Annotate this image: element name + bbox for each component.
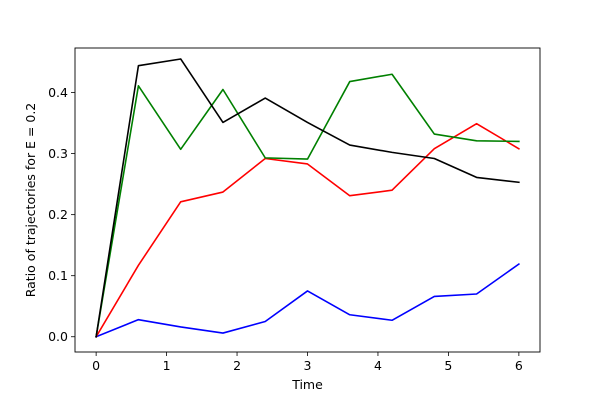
series-line-1 <box>95 122 520 338</box>
y-tick-label: 0.3 <box>48 146 68 161</box>
series-line-0 <box>95 262 520 338</box>
x-tick-label: 3 <box>304 358 312 373</box>
y-tick-label: 0.2 <box>48 207 68 222</box>
y-axis-ticks: 0.0 0.1 0.2 0.3 0.4 <box>48 85 75 344</box>
x-tick-label: 5 <box>444 358 452 373</box>
plot-frame <box>74 47 541 353</box>
series-layer <box>95 58 520 338</box>
x-tick-label: 1 <box>163 358 171 373</box>
y-tick-label: 0.4 <box>48 85 68 100</box>
x-tick-label: 4 <box>374 358 382 373</box>
y-tick-label: 0.1 <box>48 268 68 283</box>
x-tick-label: 0 <box>92 358 100 373</box>
x-tick-label: 6 <box>515 358 523 373</box>
x-axis-ticks: 0 1 2 3 4 5 6 <box>92 352 523 373</box>
y-axis-label: Ratio of trajectories for E = 0.2 <box>23 103 38 298</box>
y-tick-label: 0.0 <box>48 329 68 344</box>
series-line-3 <box>95 58 520 338</box>
series-line-2 <box>95 73 520 338</box>
x-tick-label: 2 <box>233 358 241 373</box>
x-axis-label: Time <box>291 377 323 392</box>
